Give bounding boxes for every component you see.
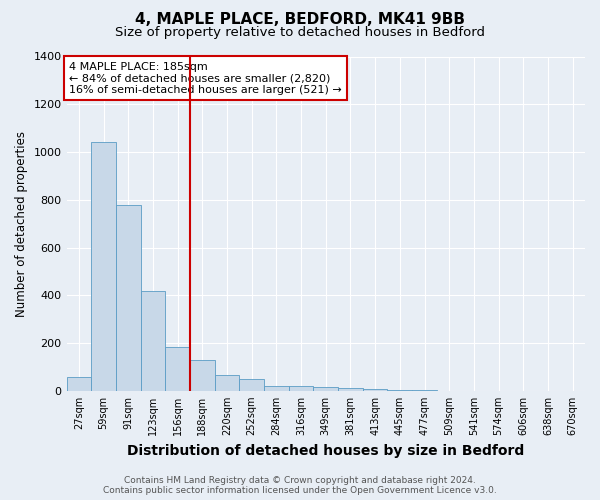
Bar xyxy=(363,389,388,391)
Text: 4 MAPLE PLACE: 185sqm
← 84% of detached houses are smaller (2,820)
16% of semi-d: 4 MAPLE PLACE: 185sqm ← 84% of detached … xyxy=(69,62,342,94)
Y-axis label: Number of detached properties: Number of detached properties xyxy=(15,130,28,316)
Bar xyxy=(239,379,264,391)
Bar xyxy=(313,387,338,391)
Bar xyxy=(412,390,437,391)
Text: Size of property relative to detached houses in Bedford: Size of property relative to detached ho… xyxy=(115,26,485,39)
Bar xyxy=(165,346,190,391)
Bar xyxy=(215,376,239,391)
Bar xyxy=(116,204,140,391)
X-axis label: Distribution of detached houses by size in Bedford: Distribution of detached houses by size … xyxy=(127,444,524,458)
Text: Contains HM Land Registry data © Crown copyright and database right 2024.
Contai: Contains HM Land Registry data © Crown c… xyxy=(103,476,497,495)
Bar xyxy=(190,360,215,391)
Bar xyxy=(264,386,289,391)
Bar xyxy=(140,290,165,391)
Bar xyxy=(91,142,116,391)
Text: 4, MAPLE PLACE, BEDFORD, MK41 9BB: 4, MAPLE PLACE, BEDFORD, MK41 9BB xyxy=(135,12,465,28)
Bar xyxy=(289,386,313,391)
Bar xyxy=(338,388,363,391)
Bar xyxy=(67,377,91,391)
Bar xyxy=(388,390,412,391)
